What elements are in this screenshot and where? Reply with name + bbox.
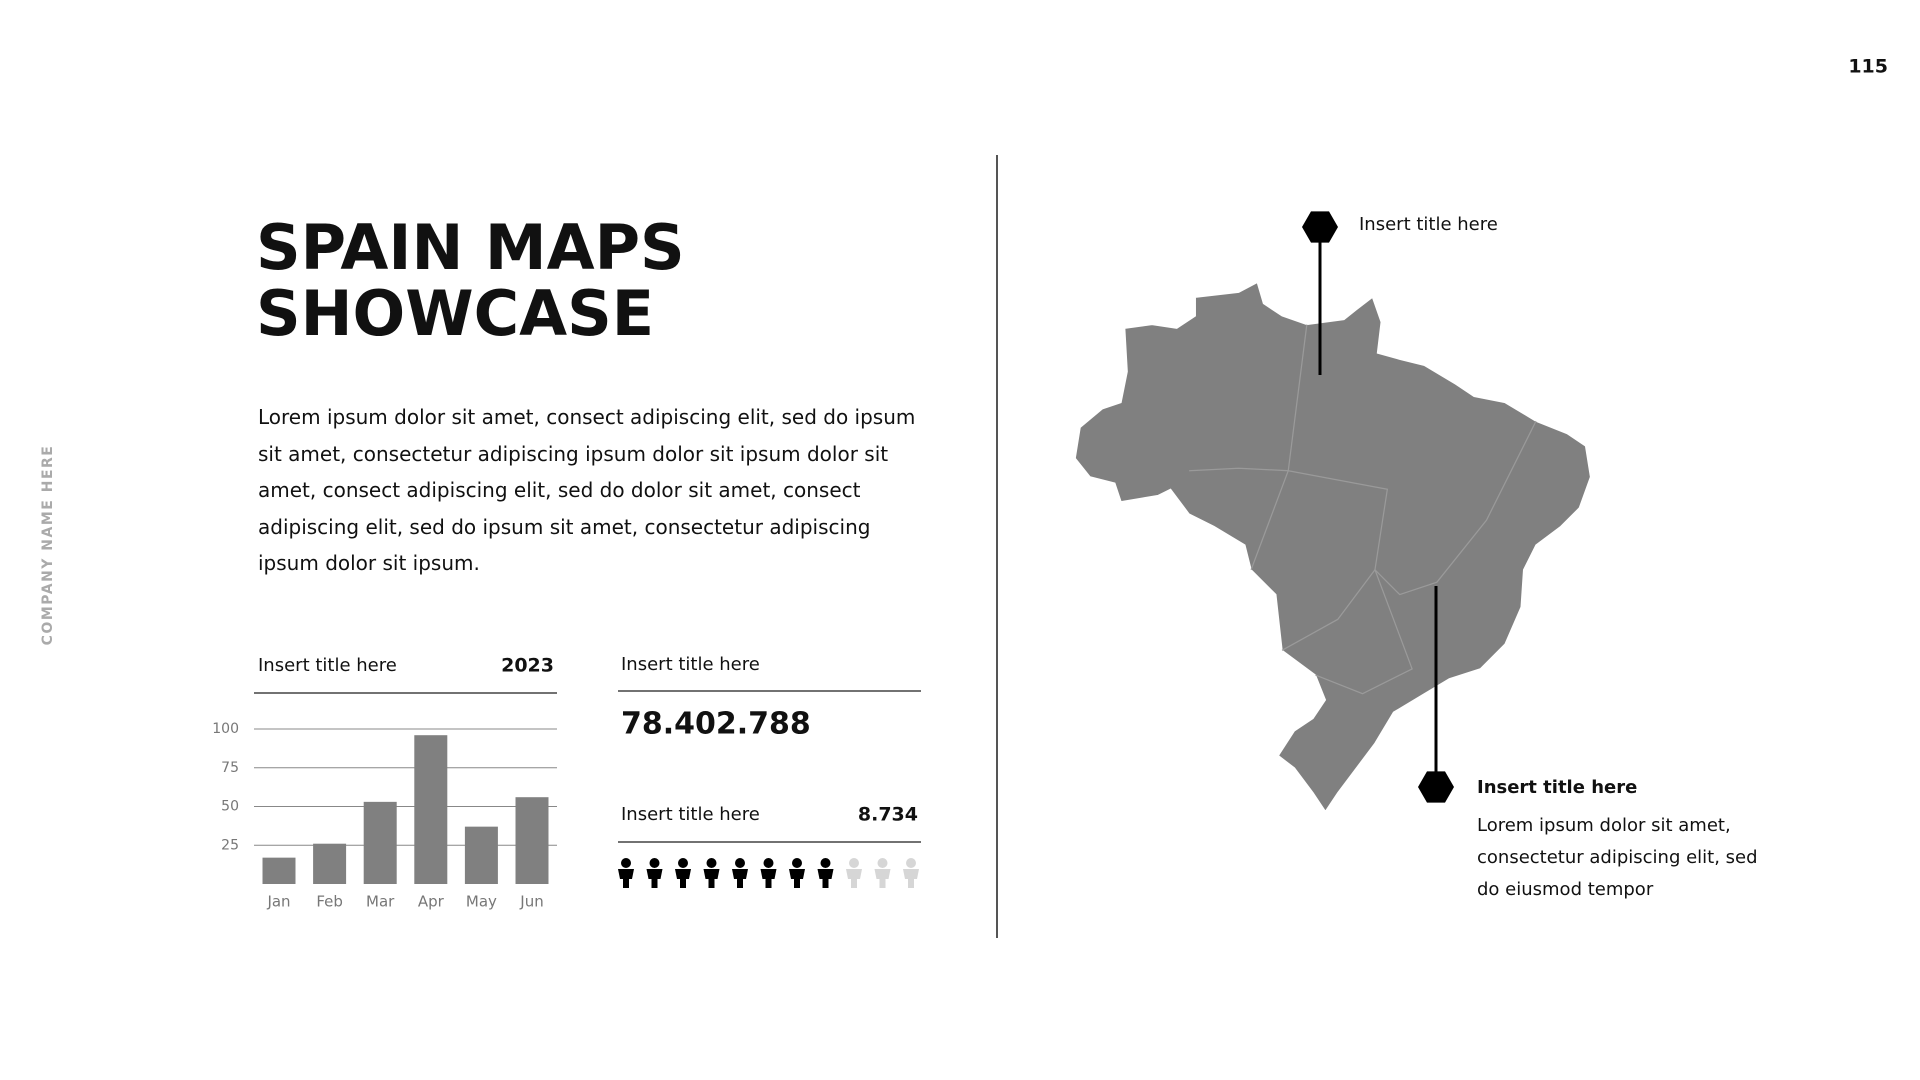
person-icon: [903, 858, 919, 888]
person-head: [706, 858, 717, 868]
pin-title: Insert title here: [1477, 777, 1637, 798]
person-body: [703, 869, 720, 888]
bar: [262, 857, 296, 884]
country-shape: [1074, 281, 1592, 813]
pin-text: do eiusmod tempor: [1477, 879, 1654, 900]
person-icon: [846, 858, 862, 888]
paragraph: Lorem ipsum dolor sit amet, consect adip…: [258, 405, 916, 575]
person-head: [820, 858, 831, 868]
person-body: [675, 869, 691, 888]
bar: [414, 735, 448, 884]
bar: [313, 843, 347, 884]
region-border: [1189, 467, 1290, 571]
title-line: SHOWCASE: [256, 277, 654, 350]
person-body: [846, 869, 862, 888]
page-number: 115: [1848, 56, 1888, 78]
person-body: [903, 869, 919, 888]
chart-label: 2023: [501, 655, 554, 677]
stat-value: 8.734: [858, 804, 918, 826]
person-icon: [760, 858, 777, 888]
person-head: [849, 858, 859, 868]
person-head: [678, 858, 688, 868]
region-border: [1287, 324, 1537, 596]
y-tick-label: 100: [212, 721, 239, 737]
person-icon: [874, 858, 891, 888]
stat-title: Insert title here: [621, 654, 760, 675]
person-body: [646, 869, 663, 888]
person-head: [621, 858, 631, 868]
y-tick-label: 50: [221, 799, 239, 815]
bar: [363, 801, 397, 884]
person-icon: [817, 858, 834, 888]
pin-title: Insert title here: [1359, 214, 1498, 235]
person-icon: [732, 858, 748, 888]
title-line: SPAIN MAPS: [256, 211, 685, 284]
x-tick-label: Jan: [266, 893, 290, 911]
x-tick-label: Mar: [366, 893, 395, 911]
person-head: [735, 858, 745, 868]
person-head: [877, 858, 888, 868]
person-head: [792, 858, 802, 868]
person-icon: [789, 858, 805, 888]
person-head: [906, 858, 916, 868]
person-body: [618, 869, 634, 888]
y-tick-label: 25: [221, 837, 239, 853]
pin-marker: [1418, 771, 1454, 803]
person-body: [760, 869, 777, 888]
person-icon: [703, 858, 720, 888]
bar: [515, 797, 549, 884]
x-tick-label: Apr: [418, 893, 445, 911]
x-tick-label: Feb: [316, 893, 343, 911]
person-icon: [646, 858, 663, 888]
person-body: [874, 869, 891, 888]
stat-value: 78.402.788: [621, 707, 811, 742]
person-icon: [618, 858, 634, 888]
person-head: [763, 858, 774, 868]
pin-text: Lorem ipsum dolor sit amet,: [1477, 815, 1731, 836]
pin-text: consectetur adipiscing elit, sed: [1477, 847, 1758, 868]
person-body: [789, 869, 805, 888]
x-tick-label: Jun: [519, 893, 543, 911]
stat-title: Insert title here: [621, 804, 760, 825]
pin-marker: [1302, 211, 1338, 243]
map: [1074, 281, 1592, 813]
person-body: [732, 869, 748, 888]
chart-title: Insert title here: [258, 655, 397, 676]
person-head: [649, 858, 660, 868]
company-name: COMPANY NAME HERE: [40, 445, 56, 646]
person-icon: [675, 858, 691, 888]
region-border: [1281, 568, 1413, 695]
y-tick-label: 75: [221, 760, 239, 776]
bar: [464, 826, 498, 884]
person-body: [817, 869, 834, 888]
x-tick-label: May: [466, 893, 497, 911]
